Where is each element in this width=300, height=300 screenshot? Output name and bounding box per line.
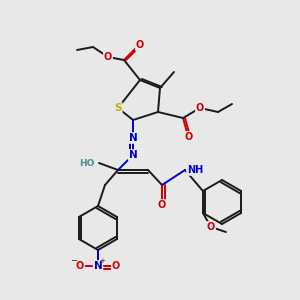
Text: O: O <box>196 103 204 113</box>
Text: N: N <box>94 261 102 271</box>
Text: O: O <box>112 261 120 271</box>
Text: O: O <box>104 52 112 62</box>
Text: N: N <box>129 150 137 160</box>
Text: S: S <box>114 103 122 113</box>
Text: O: O <box>76 261 84 271</box>
Text: −: − <box>70 256 77 266</box>
Text: O: O <box>158 200 166 210</box>
Text: NH: NH <box>187 165 203 175</box>
Text: O: O <box>185 132 193 142</box>
Text: O: O <box>136 40 144 50</box>
Text: N: N <box>129 133 137 143</box>
Text: HO: HO <box>80 158 95 167</box>
Text: O: O <box>207 222 215 232</box>
Text: +: + <box>99 258 105 264</box>
